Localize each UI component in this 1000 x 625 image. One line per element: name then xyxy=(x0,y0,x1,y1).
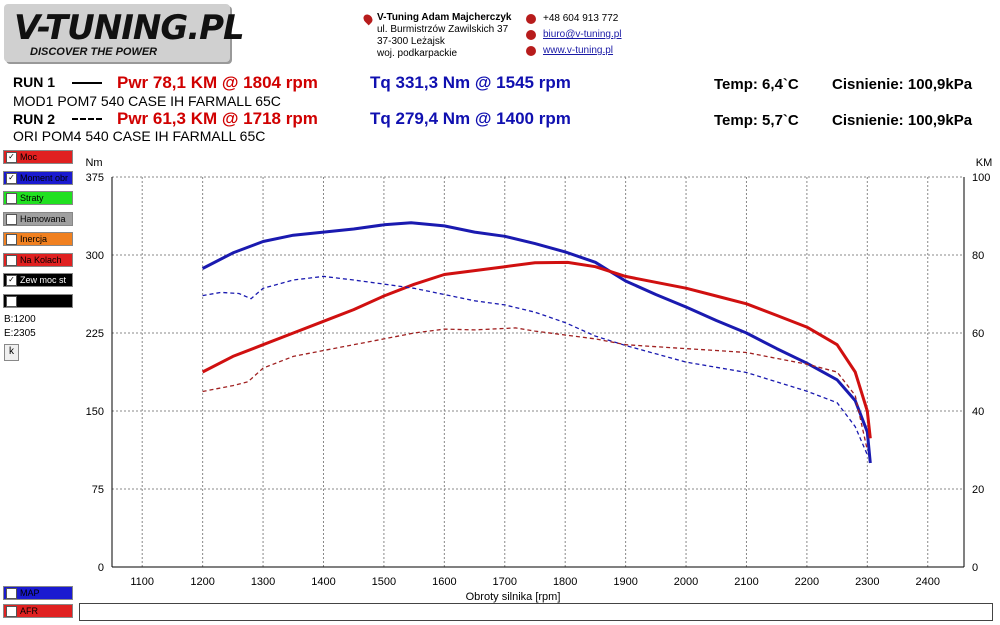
checkbox-icon[interactable] xyxy=(6,254,17,266)
run1-pressure: Cisnienie: 100,9kPa xyxy=(832,76,973,93)
y-left-tick-label: 375 xyxy=(86,172,104,184)
address-region: woj. podkarpackie xyxy=(377,48,458,59)
toggle-label: Inercja xyxy=(20,234,48,244)
email-icon xyxy=(526,30,536,40)
checkbox-icon[interactable] xyxy=(6,295,17,307)
series-toggle-5[interactable]: Na Kolach xyxy=(3,252,73,267)
y-left-tick-label: 75 xyxy=(92,484,104,496)
x-tick-label: 2000 xyxy=(674,576,698,588)
series-toggle-7[interactable] xyxy=(3,293,73,308)
k-button[interactable]: k xyxy=(4,344,19,361)
x-tick-label: 1600 xyxy=(432,576,456,588)
x-tick-label: 2200 xyxy=(795,576,819,588)
series-line-3 xyxy=(202,327,868,451)
checkbox-icon[interactable] xyxy=(6,606,17,617)
checkbox-icon[interactable] xyxy=(6,213,17,225)
x-tick-label: 1300 xyxy=(251,576,275,588)
y-left-tick-label: 150 xyxy=(86,406,104,418)
y-left-tick-label: 0 xyxy=(98,562,104,574)
y-left-tick-label: 300 xyxy=(86,250,104,262)
x-tick-label: 1400 xyxy=(311,576,335,588)
checkbox-icon[interactable]: ✓ xyxy=(6,172,17,184)
x-axis-label: Obroty silnika [rpm] xyxy=(466,591,561,603)
x-tick-label: 1200 xyxy=(190,576,214,588)
contact-address: V-Tuning Adam Majcherczyk ul. Burmistrzó… xyxy=(377,12,511,60)
phone-number: +48 604 913 772 xyxy=(543,13,619,24)
toggle-label: Na Kolach xyxy=(20,254,62,265)
bottom-panel xyxy=(79,603,993,621)
y-left-label: Nm xyxy=(85,157,102,169)
run2-label: RUN 2 xyxy=(13,111,56,127)
end-rpm: E:2305 xyxy=(4,328,36,339)
y-right-label: KM xyxy=(976,157,993,169)
x-tick-label: 1700 xyxy=(493,576,517,588)
checkbox-icon[interactable]: ✓ xyxy=(6,275,17,286)
company-name: V-Tuning Adam Majcherczyk xyxy=(377,12,512,23)
toggle-label: Zew moc st xyxy=(20,275,67,285)
run1-line-sample xyxy=(72,82,102,84)
toggle-label: Hamowana xyxy=(20,213,66,224)
checkbox-icon[interactable] xyxy=(6,588,17,599)
run2-pressure: Cisnienie: 100,9kPa xyxy=(832,112,973,129)
run2-line-sample xyxy=(72,118,102,120)
x-tick-label: 1800 xyxy=(553,576,577,588)
x-tick-label: 2100 xyxy=(734,576,758,588)
y-right-tick-label: 40 xyxy=(972,406,984,418)
logo xyxy=(4,4,230,62)
web-icon xyxy=(526,46,536,56)
website-link[interactable]: www.v-tuning.pl xyxy=(543,45,614,56)
run2-description: ORI POM4 540 CASE IH FARMALL 65C xyxy=(13,128,266,144)
toggle-label: Straty xyxy=(20,193,44,203)
toggle-label: MAP xyxy=(20,588,40,598)
series-toggle-6[interactable]: ✓ Zew moc st xyxy=(3,273,73,287)
toggle-label: Moment obr xyxy=(20,172,69,183)
series-line-2 xyxy=(202,275,868,455)
y-right-tick-label: 80 xyxy=(972,250,984,262)
run2-power: Pwr 61,3 KM @ 1718 rpm xyxy=(117,109,318,128)
checkbox-icon[interactable] xyxy=(6,193,17,204)
series-toggle-1[interactable]: ✓ Moment obr xyxy=(3,170,73,185)
toggle-label: AFR xyxy=(20,606,38,616)
address-street: ul. Burmistrzów Zawilskich 37 xyxy=(377,24,509,35)
series-toggle-3[interactable]: Hamowana xyxy=(3,211,73,226)
x-tick-label: 2300 xyxy=(855,576,879,588)
run1-power: Pwr 78,1 KM @ 1804 rpm xyxy=(117,73,318,92)
x-tick-label: 1100 xyxy=(130,576,154,588)
logo-tagline: DISCOVER THE POWER xyxy=(30,46,158,58)
run1-description: MOD1 POM7 540 CASE IH FARMALL 65C xyxy=(13,93,281,109)
bottom-toggle-1[interactable]: AFR xyxy=(3,604,73,618)
toggle-label: Moc xyxy=(20,152,38,162)
checkbox-icon[interactable] xyxy=(6,234,17,245)
series-toggle-0[interactable]: ✓ Moc xyxy=(3,150,73,164)
begin-rpm: B:1200 xyxy=(4,314,36,325)
series-line-0 xyxy=(201,221,872,464)
y-right-tick-label: 20 xyxy=(972,484,984,496)
phone-icon xyxy=(526,14,536,24)
x-tick-label: 2400 xyxy=(916,576,940,588)
y-left-tick-label: 225 xyxy=(86,328,104,340)
checkbox-icon[interactable]: ✓ xyxy=(6,152,17,163)
x-tick-label: 1500 xyxy=(372,576,396,588)
series-toggle-4[interactable]: Inercja xyxy=(3,232,73,246)
y-right-tick-label: 60 xyxy=(972,328,984,340)
run1-torque: Tq 331,3 Nm @ 1545 rpm xyxy=(370,73,571,92)
run1-label: RUN 1 xyxy=(13,74,56,90)
bottom-toggle-0[interactable]: MAP xyxy=(3,586,73,600)
logo-text: V-TUNING.PL xyxy=(14,8,245,48)
series-toggle-2[interactable]: Straty xyxy=(3,191,73,205)
series-line-1 xyxy=(201,260,872,439)
y-right-tick-label: 0 xyxy=(972,562,978,574)
y-right-tick-label: 100 xyxy=(972,172,990,184)
run2-temp: Temp: 5,7`C xyxy=(714,112,799,129)
run1-temp: Temp: 6,4`C xyxy=(714,76,799,93)
run2-torque: Tq 279,4 Nm @ 1400 rpm xyxy=(370,109,571,128)
email-link[interactable]: biuro@v-tuning.pl xyxy=(543,29,622,40)
address-city: 37-300 Leżajsk xyxy=(377,36,445,47)
x-tick-label: 1900 xyxy=(613,576,637,588)
